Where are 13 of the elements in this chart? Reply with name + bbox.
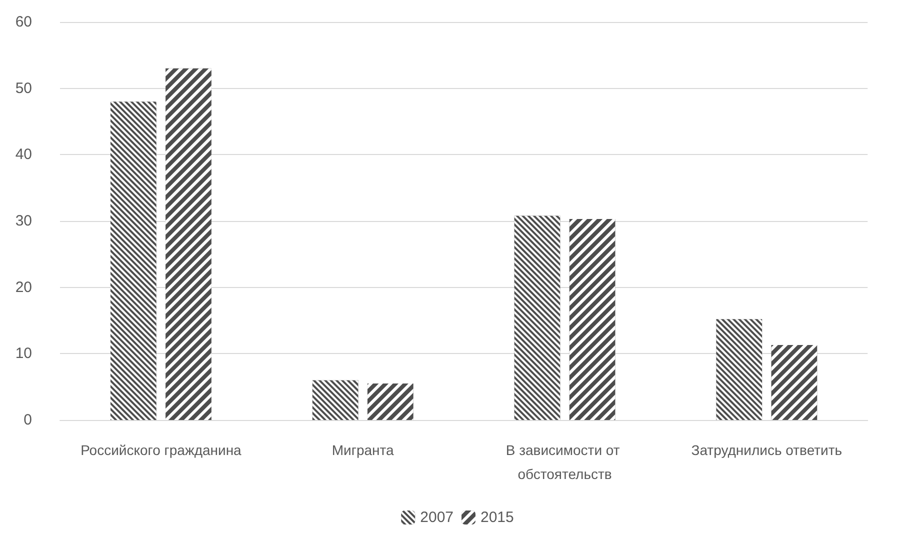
y-tick-label: 30 <box>15 212 32 230</box>
x-tick-label: Российского гражданина <box>80 442 242 458</box>
x-tick-label: Затруднились ответить <box>691 442 842 458</box>
y-tick-label: 60 <box>15 14 32 30</box>
legend-label: 2015 <box>480 509 514 526</box>
x-tick-label: Мигранта <box>332 442 394 458</box>
y-tick-label: 10 <box>15 345 32 362</box>
legend-label: 2007 <box>420 509 454 526</box>
y-tick-label: 40 <box>15 146 32 164</box>
y-tick-label: 0 <box>24 412 32 428</box>
y-tick-label: 20 <box>15 278 32 296</box>
y-tick-label: 50 <box>15 80 32 97</box>
x-tick-label: В зависимости от обстоятельств <box>506 442 624 482</box>
